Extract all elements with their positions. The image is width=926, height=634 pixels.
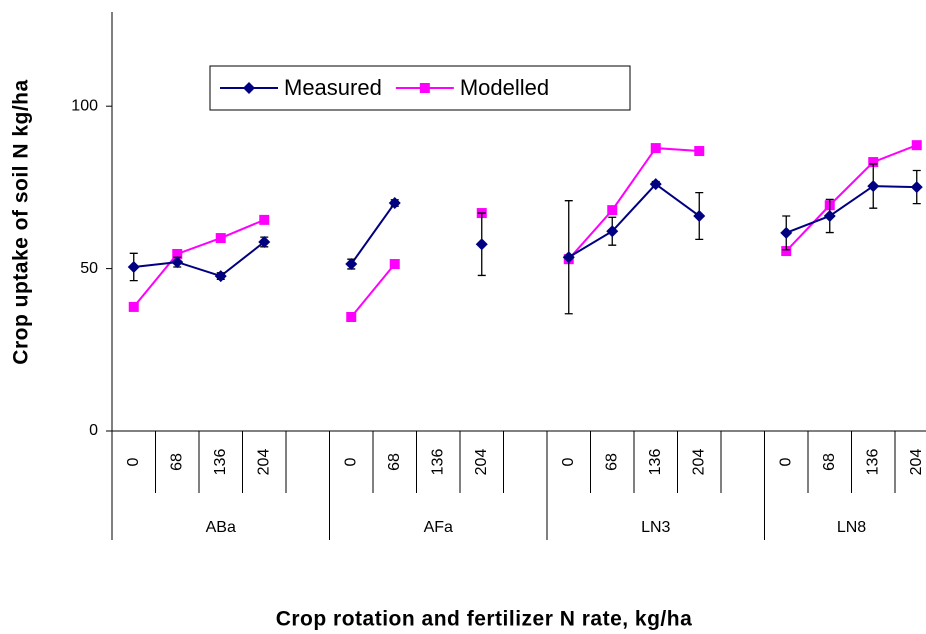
x-tick-label: 136 [647, 449, 664, 476]
x-tick-label: 68 [603, 453, 620, 471]
x-axis-title: Crop rotation and fertilizer N rate, kg/… [276, 608, 693, 631]
x-tick-label: 136 [212, 449, 229, 476]
x-tick-label: 204 [473, 449, 490, 476]
y-tick-label: 100 [71, 97, 98, 114]
legend: Measured Modelled [209, 65, 631, 111]
x-tick-label: 204 [690, 449, 707, 476]
data-point [694, 146, 705, 157]
x-tick-label: 0 [777, 457, 794, 466]
data-point [606, 225, 619, 238]
group-label: ABa [206, 519, 236, 536]
data-point [243, 82, 255, 94]
data-point [389, 259, 400, 270]
data-point [259, 214, 270, 225]
data-point [780, 226, 793, 239]
series-line [133, 182, 917, 278]
x-tick-label: 68 [168, 453, 185, 471]
x-tick-label: 204 [255, 449, 272, 476]
series-line [132, 144, 918, 318]
data-point [388, 196, 401, 209]
x-tick-label: 0 [342, 457, 359, 466]
data-point [258, 235, 271, 248]
data-point [127, 260, 140, 273]
data-point [693, 209, 706, 222]
group-label: AFa [424, 519, 453, 536]
x-tick-label: 0 [125, 457, 142, 466]
data-point [867, 180, 880, 193]
legend-label: Modelled [460, 75, 549, 100]
data-point [346, 311, 357, 322]
data-point [562, 251, 575, 264]
data-point [128, 301, 139, 312]
group-label: LN3 [641, 519, 670, 536]
data-point [823, 209, 836, 222]
x-tick-label: 204 [908, 449, 925, 476]
x-tick-label: 0 [560, 457, 577, 466]
data-point [345, 258, 358, 271]
data-point [781, 246, 792, 257]
data-point [868, 157, 879, 168]
x-tick-label: 136 [429, 449, 446, 476]
data-point [419, 83, 430, 93]
data-point [475, 238, 488, 251]
data-point [650, 143, 661, 154]
data-point [911, 140, 922, 151]
data-point [607, 205, 618, 216]
y-tick-label: 50 [80, 260, 98, 277]
legend-label: Measured [284, 75, 382, 100]
x-tick-label: 136 [864, 449, 881, 476]
y-axis-title: Crop uptake of soil N kg/ha [10, 79, 33, 364]
data-point [215, 233, 226, 244]
data-point [214, 270, 227, 283]
group-label: LN8 [837, 519, 866, 536]
data-point [910, 181, 923, 194]
data-point [649, 178, 662, 191]
x-tick-label: 68 [386, 453, 403, 471]
y-tick-label: 0 [89, 422, 98, 439]
data-point [172, 248, 183, 259]
x-tick-label: 68 [821, 453, 838, 471]
data-point [171, 256, 184, 269]
